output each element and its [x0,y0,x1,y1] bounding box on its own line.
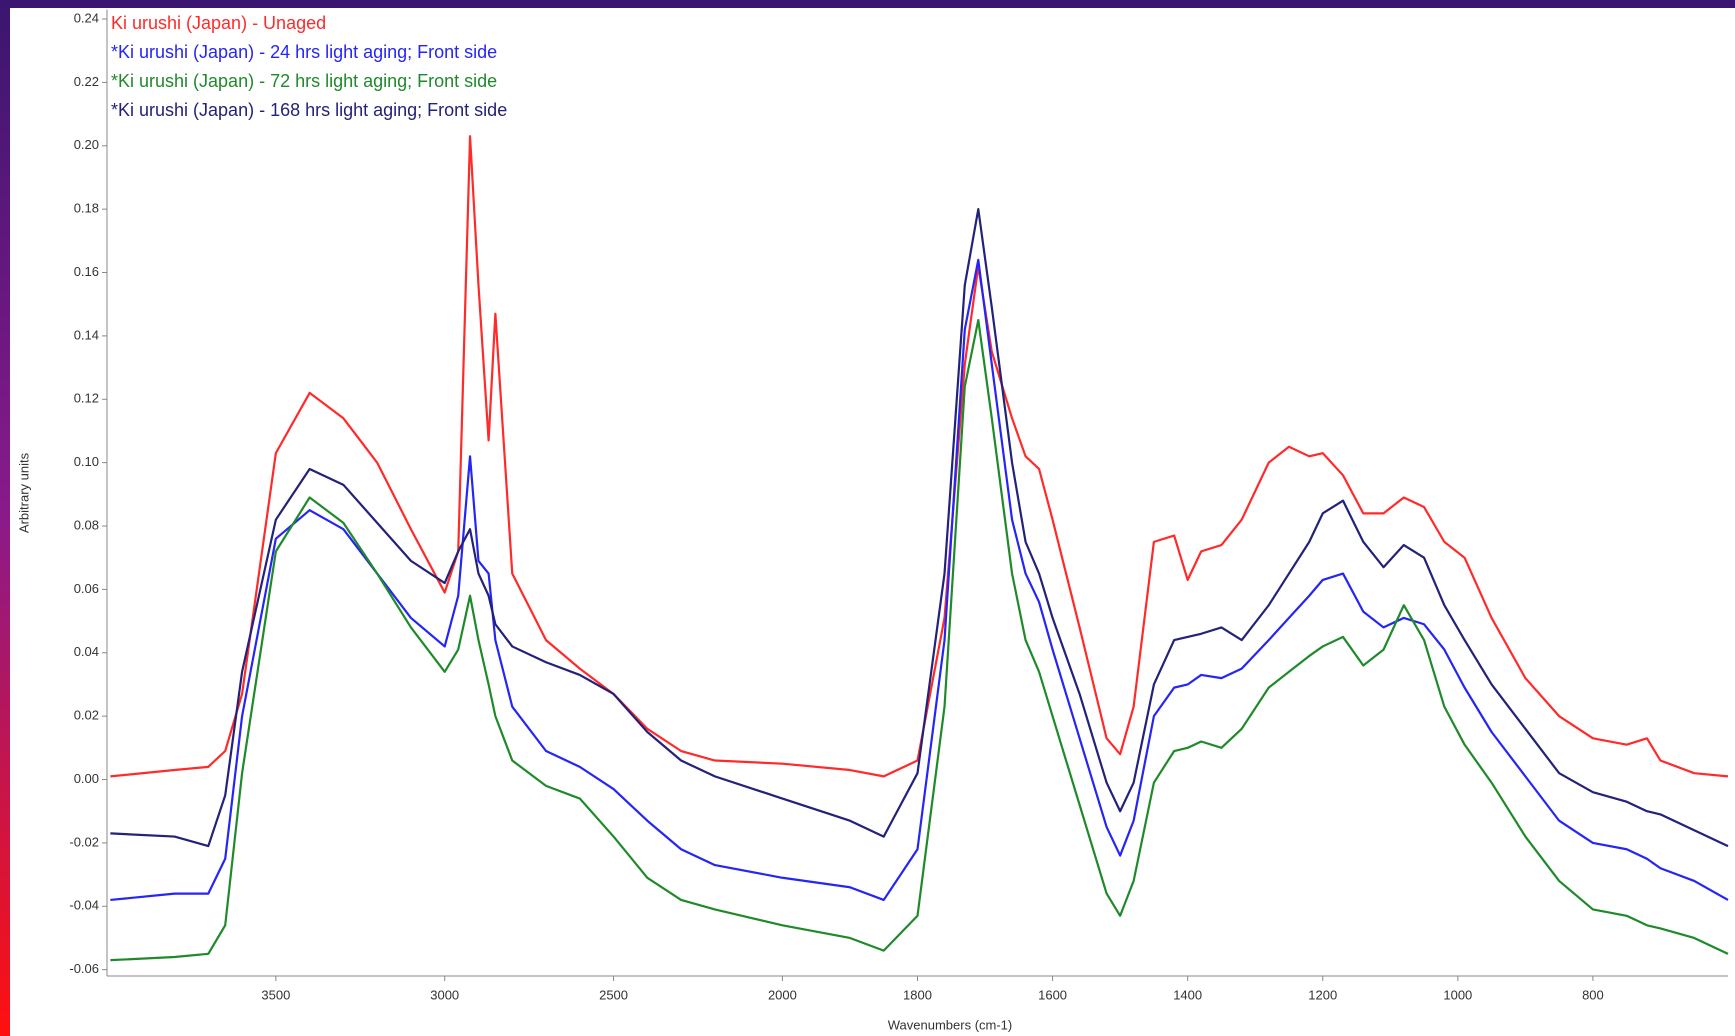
y-axis-title: Arbitrary units [16,452,31,533]
y-tick-label: 0.20 [74,137,99,152]
y-tick-label: 0.02 [74,708,99,723]
legend-entry: *Ki urushi (Japan) - 168 hrs light aging… [111,100,507,120]
x-tick-label: 2500 [599,987,628,1002]
x-tick-label: 800 [1582,987,1604,1002]
y-tick-label: -0.06 [69,961,99,976]
x-tick-label: 1200 [1308,987,1337,1002]
x-tick-label: 3500 [261,987,290,1002]
legend-entry: *Ki urushi (Japan) - 72 hrs light aging;… [111,71,497,91]
x-tick-label: 1600 [1038,987,1067,1002]
x-tick-label: 1800 [903,987,932,1002]
window-border [0,0,1735,8]
y-tick-label: 0.10 [74,454,99,469]
x-tick-label: 2000 [768,987,797,1002]
y-tick-label: 0.12 [74,391,99,406]
y-tick-label: 0.04 [74,644,99,659]
y-tick-label: 0.16 [74,264,99,279]
y-tick-label: 0.14 [74,327,99,342]
y-tick-label: 0.06 [74,581,99,596]
y-tick-label: 0.18 [74,201,99,216]
x-tick-label: 1400 [1173,987,1202,1002]
spectrum-line [110,258,1729,902]
legend-entry: *Ki urushi (Japan) - 24 hrs light aging;… [111,42,497,62]
x-tick-label: 1000 [1443,987,1472,1002]
legend-entry: Ki urushi (Japan) - Unaged [111,13,326,33]
y-tick-label: 0.22 [74,74,99,89]
window-border [0,0,10,1036]
y-tick-label: -0.02 [69,834,99,849]
spectrum-line [110,318,1729,962]
x-tick-label: 3000 [430,987,459,1002]
spectrum-line [110,135,1729,778]
y-tick-label: 0.00 [74,771,99,786]
y-tick-label: -0.04 [69,898,99,913]
y-tick-label: 0.24 [74,10,99,25]
x-axis-title: Wavenumbers (cm-1) [888,1017,1012,1032]
spectrum-line [110,208,1729,848]
y-tick-label: 0.08 [74,517,99,532]
